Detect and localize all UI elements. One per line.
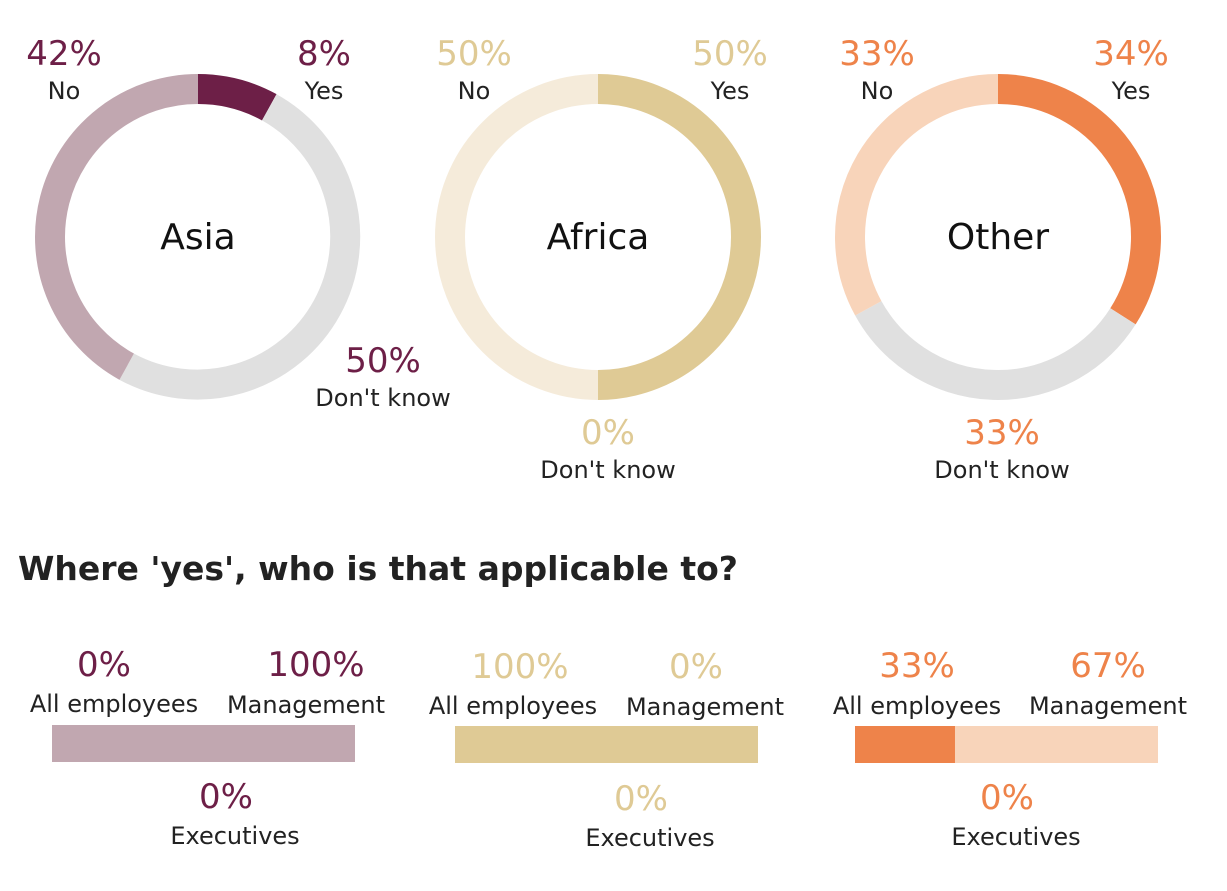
donut-slice-yes: [197, 74, 277, 121]
segment-category-label: Management: [626, 693, 784, 721]
segment-value-label: 0%: [614, 779, 668, 819]
segment-value-label: 0%: [980, 778, 1034, 818]
bar-segment-management: [954, 726, 1158, 763]
slice-category-label: Yes: [710, 77, 750, 105]
donut-asia: 8% Yes 50% Don't know 42% No Asia: [26, 34, 451, 412]
donut-slice-no: [435, 74, 599, 400]
slice-value-label: 50%: [692, 34, 768, 74]
segment-category-label: Management: [227, 691, 385, 719]
slice-value-label: 33%: [839, 34, 915, 74]
slice-value-label: 8%: [297, 34, 351, 74]
slice-category-label: Don't know: [315, 384, 450, 412]
slice-category-label: No: [48, 77, 81, 105]
stacked-bar-2: 100% All employees 0% Management 0% Executive…: [429, 647, 784, 852]
slice-category-label: Don't know: [540, 456, 675, 484]
stacked-bar-3: 33% All employees 67% Management 0% Executive…: [833, 646, 1187, 851]
stacked-bar-charts: 0% All employees 100% Management 0% Executive…: [30, 645, 1187, 852]
slice-category-label: No: [861, 77, 894, 105]
bar-segment-management: [52, 725, 355, 762]
segment-value-label: 0%: [199, 777, 253, 817]
slice-value-label: 34%: [1093, 34, 1169, 74]
slice-value-label: 33%: [964, 413, 1040, 453]
segment-value-label: 0%: [669, 647, 723, 687]
donut-center-title: Asia: [160, 217, 235, 258]
segment-category-label: All employees: [429, 692, 597, 720]
donut-slice-dont_know: [119, 94, 361, 400]
slice-value-label: 50%: [436, 34, 512, 74]
slice-value-label: 0%: [581, 413, 635, 453]
segment-category-label: All employees: [833, 692, 1001, 720]
segment-category-label: Management: [1029, 692, 1187, 720]
donut-charts: 8% Yes 50% Don't know 42% No Asia 50% Yes 0% Don't…: [26, 34, 1169, 484]
segment-value-label: 0%: [77, 645, 131, 685]
segment-category-label: Executives: [170, 822, 299, 850]
bar-segment-all_employees: [455, 726, 758, 763]
slice-category-label: No: [458, 77, 491, 105]
donut-africa: 50% Yes 0% Don't know 50% No Africa: [435, 34, 768, 484]
bar-segment-all_employees: [855, 726, 955, 763]
donut-center-title: Other: [947, 217, 1049, 258]
segment-value-label: 100%: [471, 647, 568, 687]
segment-value-label: 100%: [267, 645, 364, 685]
stacked-bar-1: 0% All employees 100% Management 0% Executive…: [30, 645, 385, 850]
section-heading: Where 'yes', who is that applicable to?: [18, 549, 738, 588]
slice-category-label: Yes: [1111, 77, 1151, 105]
donut-slice-no: [835, 74, 999, 316]
slice-category-label: Don't know: [934, 456, 1069, 484]
slice-value-label: 42%: [26, 34, 102, 74]
donut-center-title: Africa: [547, 217, 650, 258]
donut-other: 34% Yes 33% Don't know 33% No Other: [835, 34, 1169, 484]
segment-category-label: Executives: [585, 824, 714, 852]
donut-slice-yes: [597, 74, 761, 400]
slice-value-label: 50%: [345, 341, 421, 381]
segment-category-label: Executives: [951, 823, 1080, 851]
donut-slice-no: [35, 74, 199, 380]
slice-category-label: Yes: [304, 77, 344, 105]
donut-slice-yes: [997, 74, 1161, 325]
segment-value-label: 67%: [1070, 646, 1146, 686]
segment-category-label: All employees: [30, 690, 198, 718]
donut-slice-dont_know: [855, 300, 1136, 400]
segment-value-label: 33%: [879, 646, 955, 686]
